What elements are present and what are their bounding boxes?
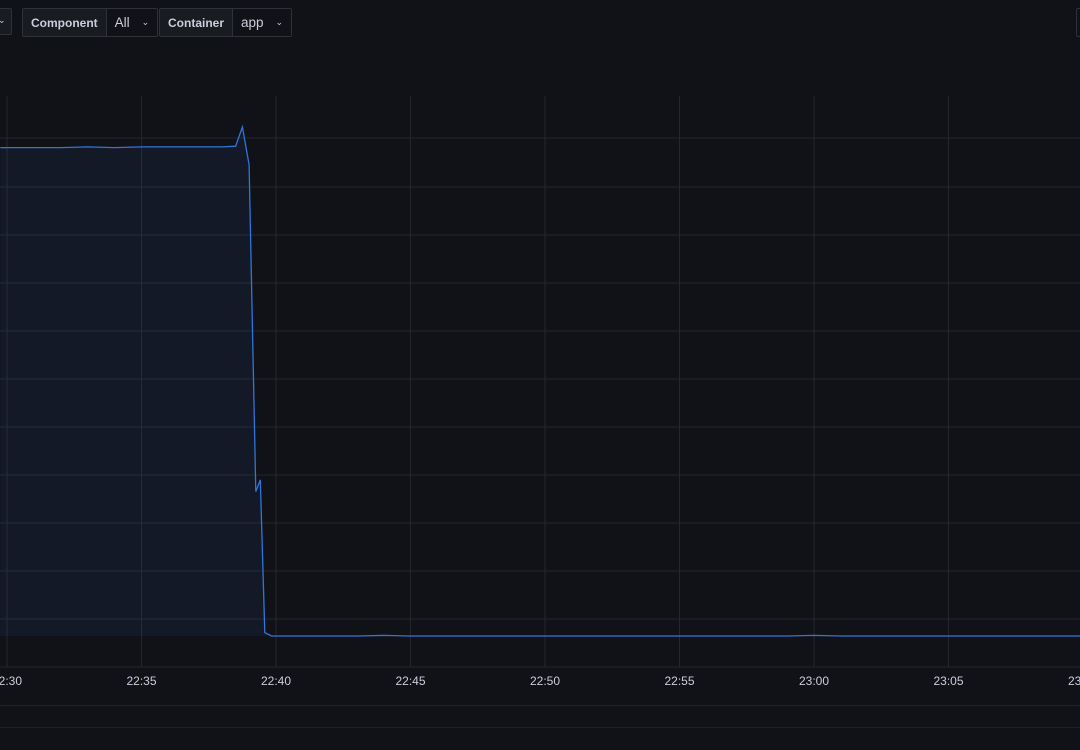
chevron-down-icon: ⌄	[0, 15, 6, 25]
x-tick-label: 22:30	[0, 674, 22, 688]
container-select-value: app	[241, 15, 264, 30]
series-area-fill	[0, 127, 1080, 637]
x-tick-label: 23:10	[1068, 674, 1080, 688]
variable-dropdown-partial[interactable]: ⌄	[0, 8, 12, 35]
x-tick-label: 22:35	[126, 674, 156, 688]
chevron-down-icon: ⌄	[275, 17, 284, 27]
variable-label-container: Container	[160, 9, 234, 36]
x-tick-label: 22:40	[261, 674, 291, 688]
variable-container: Container app ⌄	[159, 8, 293, 37]
x-tick-label: 23:00	[799, 674, 829, 688]
divider	[0, 705, 1080, 706]
x-tick-label: 22:55	[664, 674, 694, 688]
variable-component: Component All ⌄	[22, 8, 159, 37]
x-tick-label: 22:50	[530, 674, 560, 688]
component-select[interactable]: All ⌄	[106, 9, 158, 36]
x-tick-label: 22:45	[395, 674, 425, 688]
divider	[0, 727, 1080, 728]
x-tick-label: 23:05	[933, 674, 963, 688]
series-line	[0, 124, 1080, 637]
chevron-down-icon: ⌄	[141, 17, 150, 27]
component-select-value: All	[114, 15, 130, 30]
variable-label-component: Component	[23, 9, 107, 36]
toolbar-button-partial[interactable]	[1076, 8, 1080, 37]
container-select[interactable]: app ⌄	[233, 9, 292, 36]
